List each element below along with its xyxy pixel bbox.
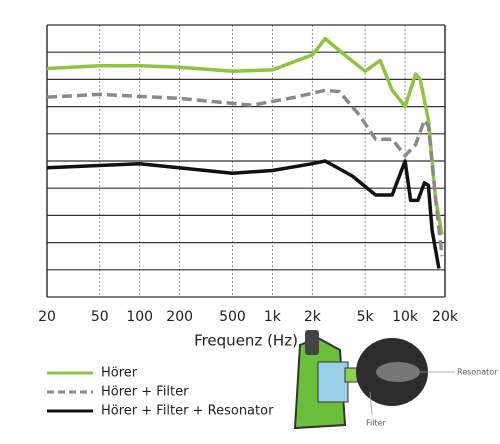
series-line	[46, 36, 444, 235]
legend-label: Hörer + Filter + Resonator	[101, 404, 274, 419]
x-axis-label: Frequenz (Hz)	[194, 332, 298, 350]
x-tick-label: 50	[91, 309, 109, 325]
legend-label: Hörer + Filter	[101, 385, 189, 400]
annotation: Filter	[366, 419, 387, 428]
earphone-tip-inner	[376, 362, 420, 382]
earphone-illustration: Resonator Filter	[293, 330, 498, 430]
legend-label: Hörer	[101, 366, 138, 381]
series-line	[46, 88, 444, 257]
series-line	[46, 159, 441, 269]
x-tick-label: 2k	[304, 309, 322, 325]
callout-line	[369, 391, 373, 416]
x-tick-label: 100	[126, 309, 153, 325]
x-tick-label: 1k	[264, 309, 282, 325]
x-tick-label: 20	[38, 309, 56, 325]
x-tick-label: 20k	[432, 309, 459, 325]
annotation: Resonator	[457, 368, 498, 377]
earphone-cable	[305, 330, 319, 355]
x-tick-label: 5k	[357, 309, 375, 325]
x-tick-label: 10k	[392, 309, 419, 325]
x-tick-label: 500	[219, 309, 246, 325]
earphone-receiver	[317, 361, 349, 403]
x-tick-label: 200	[166, 309, 193, 325]
